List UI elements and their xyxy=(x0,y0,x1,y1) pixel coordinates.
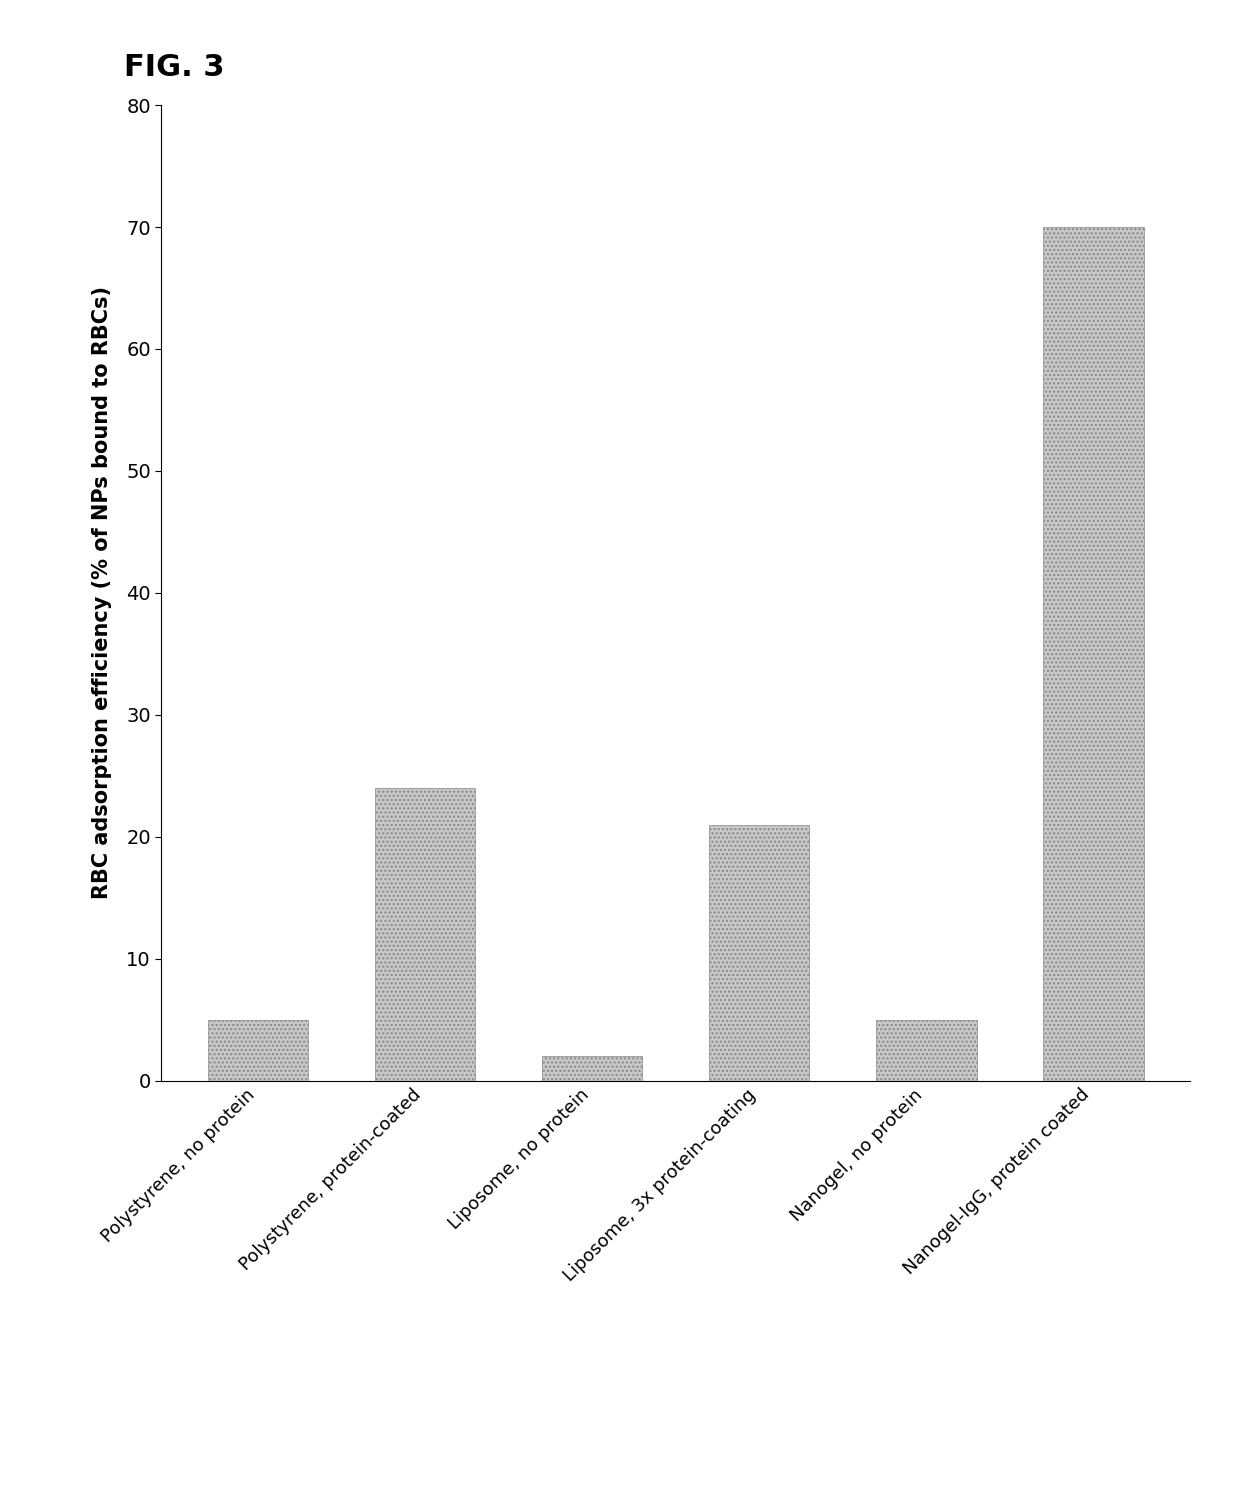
Bar xyxy=(1043,227,1143,1081)
Bar xyxy=(542,1057,642,1081)
Bar xyxy=(877,1019,977,1081)
Text: FIG. 3: FIG. 3 xyxy=(124,53,224,81)
Bar xyxy=(208,1019,309,1081)
Y-axis label: RBC adsorption efficiency (% of NPs bound to RBCs): RBC adsorption efficiency (% of NPs boun… xyxy=(92,287,112,899)
Bar xyxy=(709,824,810,1081)
Bar xyxy=(374,788,475,1081)
